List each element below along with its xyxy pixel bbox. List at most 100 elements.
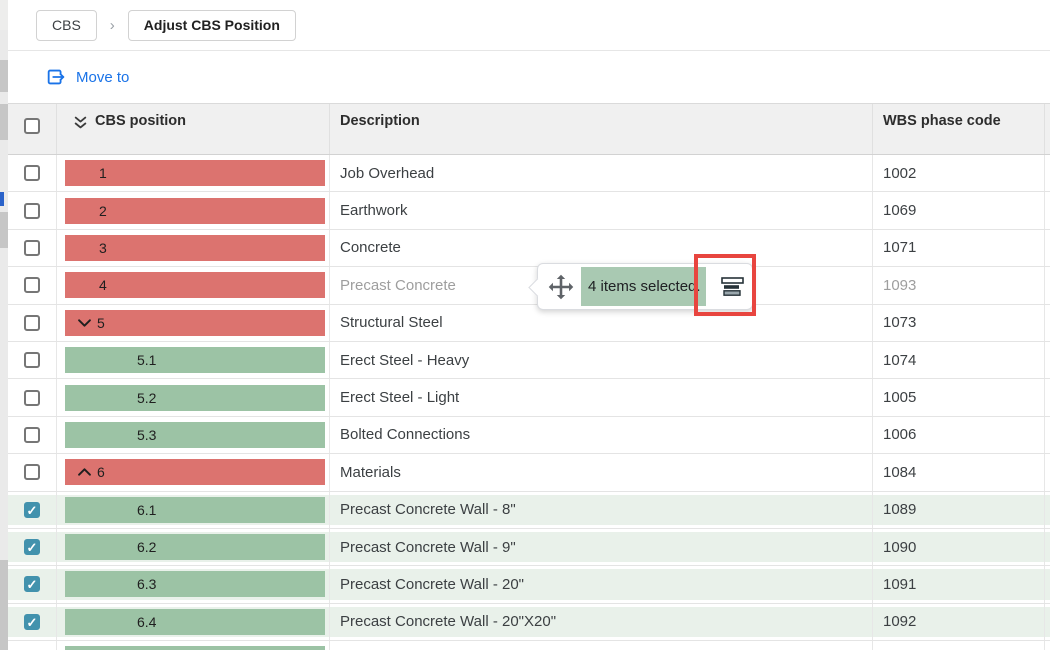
row-checkbox-checked[interactable]: ✓ (24, 613, 40, 630)
cbs-table: CBS position Description WBS phase code … (8, 103, 1050, 650)
scroll-marker-blue (0, 192, 4, 206)
description-cell: Precast Concrete (330, 267, 873, 304)
breadcrumb-item-cbs[interactable]: CBS (36, 9, 97, 41)
row-checkbox[interactable] (24, 389, 40, 406)
row-checkbox-cell (8, 416, 57, 454)
cbs-position-cell: 6 (57, 454, 330, 491)
table-row[interactable]: ✓ 6.4 Precast Concrete Wall - 20"X20" 1092 (8, 603, 1050, 642)
scroll-segment[interactable] (0, 104, 8, 140)
cbs-position-value: 4 (99, 277, 107, 294)
drag-count-label: 4 items selected. (581, 267, 706, 306)
table-row[interactable]: ✓ 6.3 Precast Concrete Wall - 20" 1091 (8, 566, 1050, 604)
table-row[interactable] (8, 641, 1050, 650)
wbs-phase-code-cell: 1005 (873, 379, 1045, 416)
cbs-position-value: 5.3 (137, 426, 157, 443)
left-scroll-strip[interactable] (0, 30, 8, 650)
chevron-down-icon[interactable] (78, 319, 91, 327)
cbs-position-cell: 5 (57, 304, 330, 341)
cbs-position-bar[interactable]: 1 (65, 160, 325, 187)
breadcrumb-item-adjust-cbs-position[interactable]: Adjust CBS Position (127, 9, 296, 41)
cbs-position-bar[interactable]: 6.2 (65, 534, 325, 561)
table-row[interactable]: 5 Structural Steel 1073 (8, 304, 1050, 342)
cbs-position-bar[interactable]: 3 (65, 234, 325, 261)
move-to-folder-icon (45, 66, 67, 88)
cbs-position-value: 1 (99, 165, 107, 182)
description-cell (330, 641, 873, 650)
table-row[interactable]: ✓ 6.1 Precast Concrete Wall - 8" 1089 (8, 491, 1050, 529)
move-to-button[interactable]: Move to (45, 66, 129, 88)
collapse-all-icon[interactable] (73, 116, 88, 131)
table-row[interactable]: 1 Job Overhead 1002 (8, 155, 1050, 193)
cbs-position-value: 5.2 (137, 389, 157, 406)
cbs-position-value: 5 (97, 314, 105, 331)
wbs-phase-code-cell: 1084 (873, 454, 1045, 491)
scroll-segment[interactable] (0, 60, 8, 92)
row-checkbox[interactable] (24, 239, 40, 256)
cbs-position-bar[interactable]: 5 (65, 309, 325, 336)
cbs-position-bar[interactable] (65, 646, 325, 650)
table-row[interactable]: 3 Concrete 1071 (8, 229, 1050, 268)
row-checkbox[interactable] (24, 426, 40, 443)
row-checkbox[interactable] (24, 165, 40, 182)
row-checkbox-checked[interactable]: ✓ (24, 576, 40, 593)
row-checkbox[interactable] (24, 314, 40, 331)
cbs-position-cell: 6.2 (57, 528, 330, 566)
row-checkbox-checked[interactable]: ✓ (24, 501, 40, 518)
cbs-position-bar[interactable]: 6.4 (65, 608, 325, 635)
row-checkbox-cell (8, 341, 57, 379)
cbs-position-value: 5.1 (137, 352, 157, 369)
header-wbs-phase-code[interactable]: WBS phase code (873, 104, 1045, 154)
description-cell: Structural Steel (330, 304, 873, 341)
cbs-position-cell: 3 (57, 229, 330, 267)
wbs-phase-code-cell: 1089 (873, 491, 1045, 528)
cbs-position-cell: 1 (57, 155, 330, 192)
table-row[interactable]: 6 Materials 1084 (8, 454, 1050, 492)
table-row[interactable]: 5.3 Bolted Connections 1006 (8, 416, 1050, 455)
cbs-position-bar[interactable]: 6 (65, 459, 325, 486)
chevron-up-icon[interactable] (78, 468, 91, 476)
scroll-segment[interactable] (0, 212, 8, 248)
row-checkbox[interactable] (24, 277, 40, 294)
row-spacer-cell (1045, 566, 1050, 603)
cbs-position-bar[interactable]: 4 (65, 272, 325, 299)
cbs-position-bar[interactable]: 2 (65, 197, 325, 224)
breadcrumb-separator-icon: › (109, 16, 115, 34)
row-checkbox-cell: ✓ (8, 528, 57, 566)
wbs-phase-code-cell: 1069 (873, 192, 1045, 229)
table-row[interactable]: 2 Earthwork 1069 (8, 192, 1050, 230)
row-spacer-cell (1045, 155, 1050, 191)
description-cell: Precast Concrete Wall - 20"X20" (330, 603, 873, 641)
table-row[interactable]: ✓ 6.2 Precast Concrete Wall - 9" 1090 (8, 528, 1050, 567)
header-cbs-position-label: CBS position (95, 113, 187, 129)
row-checkbox-cell (8, 192, 57, 229)
cbs-position-bar[interactable]: 5.1 (65, 347, 325, 374)
cbs-position-bar[interactable]: 5.3 (65, 421, 325, 448)
cbs-position-cell: 5.2 (57, 379, 330, 416)
description-cell: Erect Steel - Light (330, 379, 873, 416)
row-spacer-cell (1045, 641, 1050, 650)
header-cbs-position[interactable]: CBS position (57, 104, 330, 154)
table-body: 1 Job Overhead 1002 2 Earthwork 1069 3 Concrete… (8, 155, 1050, 650)
cbs-position-value: 2 (99, 202, 107, 219)
table-row[interactable]: 5.2 Erect Steel - Light 1005 (8, 379, 1050, 417)
row-checkbox-cell (8, 304, 57, 341)
select-all-checkbox[interactable] (24, 118, 40, 134)
row-checkbox[interactable] (24, 464, 40, 481)
wbs-phase-code-cell: 1090 (873, 528, 1045, 566)
wbs-phase-code-cell: 1071 (873, 229, 1045, 267)
cbs-position-bar[interactable]: 5.2 (65, 384, 325, 411)
row-checkbox-checked[interactable]: ✓ (24, 539, 40, 556)
scroll-segment[interactable] (0, 560, 8, 650)
row-checkbox[interactable] (24, 352, 40, 369)
row-checkbox[interactable] (24, 202, 40, 219)
insert-position-icon[interactable] (721, 276, 745, 297)
header-description[interactable]: Description (330, 104, 873, 154)
cbs-position-bar[interactable]: 6.1 (65, 496, 325, 523)
description-cell: Concrete (330, 229, 873, 267)
table-row[interactable]: 5.1 Erect Steel - Heavy 1074 (8, 341, 1050, 380)
row-spacer-cell (1045, 192, 1050, 228)
header-description-label: Description (340, 113, 420, 129)
cbs-position-bar[interactable]: 6.3 (65, 571, 325, 598)
breadcrumb: CBS › Adjust CBS Position (8, 0, 1050, 51)
